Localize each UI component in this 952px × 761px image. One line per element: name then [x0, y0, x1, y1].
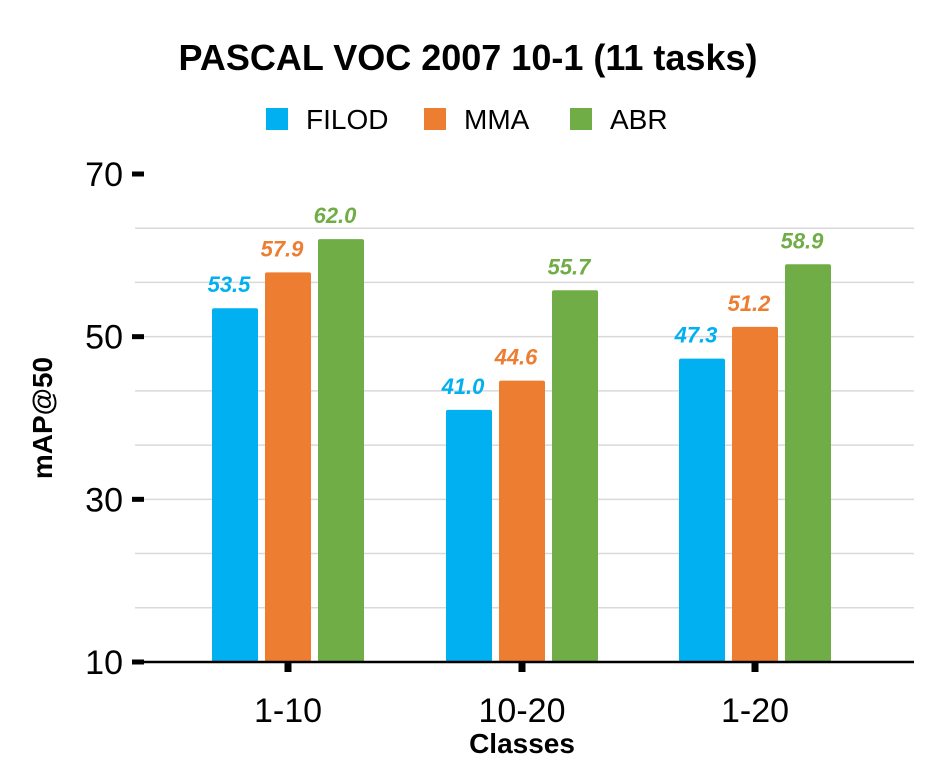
bar-abr	[785, 264, 831, 662]
legend-label-mma: MMA	[464, 104, 530, 135]
data-label-abr: 58.9	[781, 228, 825, 253]
bar-filod	[212, 308, 258, 662]
legend-label-filod: FILOD	[306, 104, 388, 135]
data-label-abr: 55.7	[548, 254, 593, 279]
y-axis-title: mAP@50	[27, 357, 58, 479]
legend-swatch-abr	[570, 108, 592, 130]
bar-filod	[679, 358, 725, 662]
y-tick-label: 30	[85, 481, 123, 519]
legend-label-abr: ABR	[610, 104, 668, 135]
bar-mma	[499, 380, 545, 662]
legend-swatch-filod	[266, 108, 288, 130]
data-label-mma: 51.2	[728, 291, 772, 316]
data-label-filod: 47.3	[674, 323, 718, 348]
data-label-abr: 62.0	[314, 203, 358, 228]
bar-filod	[446, 409, 492, 662]
data-labels: 53.5 57.9 62.0 41.0 44.6 55.7 47.3 51.2 58.9	[208, 203, 825, 399]
legend: FILOD MMA ABR	[266, 104, 668, 135]
y-tick-label: 10	[85, 644, 123, 682]
chart-title: PASCAL VOC 2007 10-1 (11 tasks)	[179, 37, 758, 78]
data-label-mma: 57.9	[261, 236, 305, 261]
axes: 10 30 50 70 1-10 10-20 1-20	[85, 156, 914, 730]
bar-mma	[265, 272, 311, 662]
x-tick-label: 1-20	[721, 692, 789, 730]
bar-mma	[732, 326, 778, 662]
data-label-filod: 41.0	[441, 374, 486, 399]
x-tick-label: 1-10	[254, 692, 322, 730]
legend-swatch-mma	[424, 108, 446, 130]
x-tick-label: 10-20	[479, 692, 566, 730]
x-axis-title: Classes	[469, 728, 575, 759]
y-tick-label: 70	[85, 156, 123, 194]
data-label-mma: 44.6	[494, 345, 539, 370]
y-tick-label: 50	[85, 319, 123, 357]
bars	[212, 239, 831, 663]
bar-abr	[552, 290, 598, 662]
data-label-filod: 53.5	[208, 272, 252, 297]
bar-abr	[318, 239, 364, 663]
